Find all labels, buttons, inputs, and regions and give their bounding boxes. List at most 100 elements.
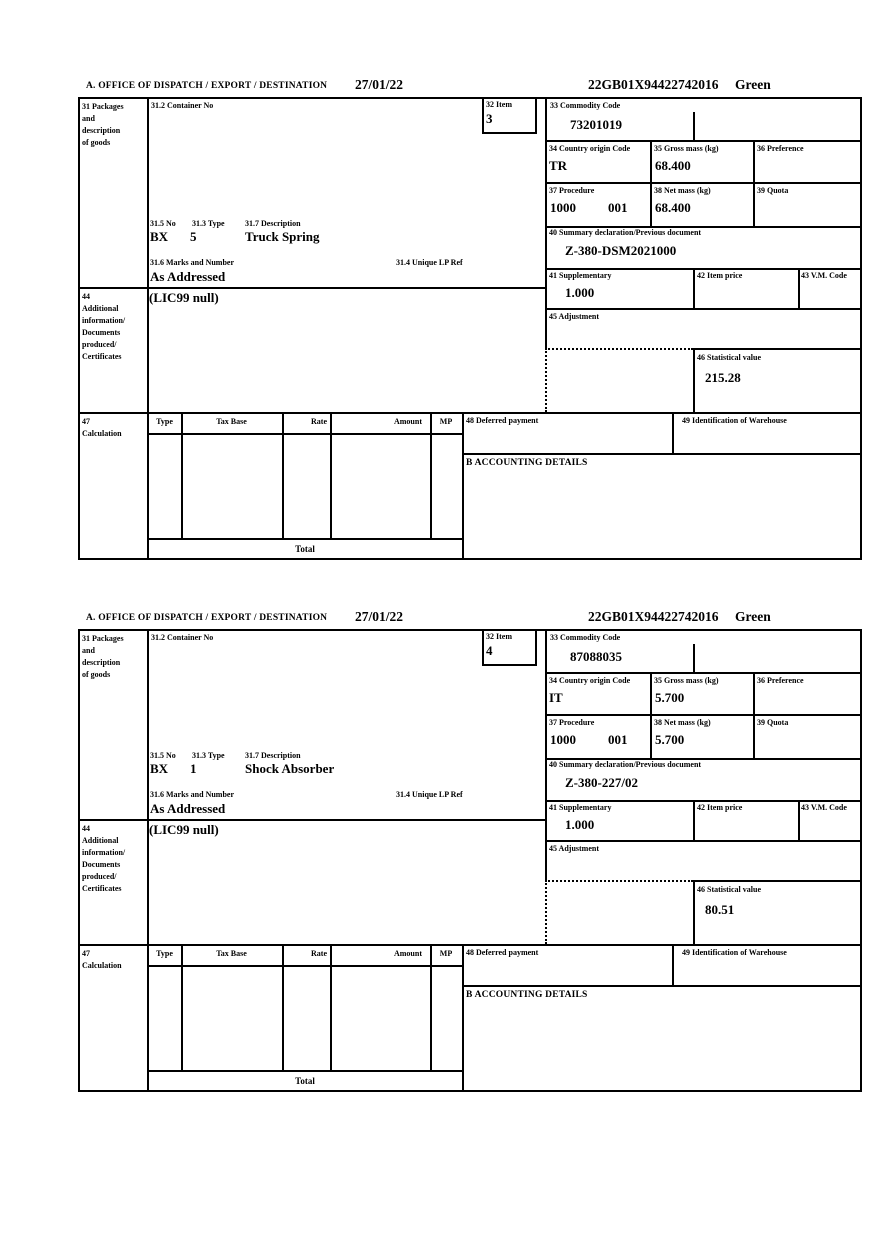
- divider-line: [650, 140, 652, 226]
- warehouse-id-label: 49 Identification of Warehouse: [682, 948, 787, 957]
- label-line: Certificates: [82, 352, 122, 361]
- country-origin-value: IT: [549, 690, 563, 705]
- calc-total-label: Total: [295, 1076, 315, 1086]
- net-mass-value: 68.400: [655, 200, 691, 215]
- label-line: produced/: [82, 340, 117, 349]
- package-no-label: 31.5 No: [150, 751, 176, 760]
- accounting-details-label: B ACCOUNTING DETAILS: [466, 990, 588, 1000]
- divider-line: [545, 182, 862, 184]
- vm-code-label: 43 V.M. Code: [801, 271, 847, 280]
- label-line: information/: [82, 316, 126, 325]
- packages-description-label: 31 Packages and description of goods: [82, 633, 124, 681]
- procedure-value: 1000: [550, 732, 576, 747]
- calc-total-label: Total: [295, 544, 315, 554]
- divider-line: [693, 880, 695, 944]
- gross-mass-label: 35 Gross mass (kg): [654, 144, 719, 153]
- calc-col-tax-base: Tax Base: [216, 417, 247, 426]
- calc-col-amount: Amount: [393, 417, 422, 426]
- divider-line: [282, 944, 284, 1070]
- label-line: produced/: [82, 872, 117, 881]
- divider-line: [798, 268, 800, 308]
- label-line: Documents: [82, 860, 121, 869]
- label-line: 31 Packages: [82, 634, 124, 643]
- additional-information-value: (LIC99 null): [149, 290, 219, 305]
- label-line: information/: [82, 848, 126, 857]
- previous-document-label: 40 Summary declaration/Previous document: [549, 760, 702, 769]
- divider-line: [462, 453, 862, 455]
- package-count-value: BX: [150, 229, 169, 244]
- quota-label: 39 Quota: [757, 718, 789, 727]
- divider-line: [672, 412, 674, 453]
- divider-line: [330, 944, 332, 1070]
- divider-line: [693, 112, 695, 140]
- divider-line: [148, 433, 462, 435]
- divider-line: [78, 944, 862, 946]
- marks-number-value: As Addressed: [150, 269, 226, 284]
- gross-mass-value: 5.700: [655, 690, 685, 705]
- label-line: and: [82, 646, 95, 655]
- previous-document-label: 40 Summary declaration/Previous document: [549, 228, 702, 237]
- statistical-value-label: 46 Statistical value: [697, 353, 761, 362]
- divider-line: [545, 672, 862, 674]
- divider-line: [78, 412, 862, 414]
- divider-line: [693, 348, 862, 350]
- adjustment-label: 45 Adjustment: [549, 844, 600, 853]
- divider-line: [148, 1070, 462, 1072]
- label-line: Calculation: [82, 429, 122, 438]
- routing-status: Green: [735, 609, 771, 624]
- declaration-reference: 22GB01X94422742016: [588, 77, 719, 92]
- divider-line: [430, 412, 432, 538]
- label-line: Additional: [82, 304, 119, 313]
- divider-line: [753, 672, 755, 758]
- gross-mass-label: 35 Gross mass (kg): [654, 676, 719, 685]
- item-label: 32 Item: [486, 632, 512, 641]
- label-line: 44: [82, 292, 90, 301]
- statistical-value: 215.28: [705, 370, 741, 385]
- label-line: Certificates: [82, 884, 122, 893]
- previous-document-value: Z-380-DSM2021000: [565, 243, 677, 258]
- item-price-label: 42 Item price: [697, 803, 743, 812]
- quota-label: 39 Quota: [757, 186, 789, 195]
- package-type-label: 31.3 Type: [192, 219, 225, 228]
- procedure-label: 37 Procedure: [549, 718, 595, 727]
- label-line: and: [82, 114, 95, 123]
- packages-description-label: 31 Packages and description of goods: [82, 101, 124, 149]
- label-line: Calculation: [82, 961, 122, 970]
- deferred-payment-label: 48 Deferred payment: [466, 416, 539, 425]
- unique-lp-ref-label: 31.4 Unique LP Ref: [396, 790, 463, 799]
- description-value: Truck Spring: [245, 229, 320, 244]
- warehouse-id-label: 49 Identification of Warehouse: [682, 416, 787, 425]
- divider-line: [545, 714, 862, 716]
- divider-line: [693, 268, 695, 308]
- calc-col-type: Type: [156, 417, 173, 426]
- item-price-label: 42 Item price: [697, 271, 743, 280]
- procedure-extra-value: 001: [608, 200, 628, 215]
- package-type-value: 5: [190, 229, 197, 244]
- commodity-code-label: 33 Commodity Code: [550, 633, 621, 642]
- divider-line: [545, 140, 862, 142]
- item-number-box: [482, 629, 537, 666]
- divider-line: [148, 965, 462, 967]
- marks-number-value: As Addressed: [150, 801, 226, 816]
- divider-line: [78, 287, 545, 289]
- package-type-value: 1: [190, 761, 197, 776]
- divider-line: [545, 308, 862, 310]
- label-line: description: [82, 126, 121, 135]
- divider-line: [462, 412, 464, 560]
- container-no-label: 31.2 Container No: [151, 101, 214, 110]
- gross-mass-value: 68.400: [655, 158, 691, 173]
- marks-number-label: 31.6 Marks and Number: [150, 258, 235, 267]
- divider-line: [693, 880, 862, 882]
- net-mass-label: 38 Net mass (kg): [654, 718, 711, 727]
- divider-line: [181, 944, 183, 1070]
- divider-line: [693, 348, 695, 412]
- package-type-label: 31.3 Type: [192, 751, 225, 760]
- divider-line: [753, 140, 755, 226]
- divider-line: [545, 840, 862, 842]
- commodity-code-label: 33 Commodity Code: [550, 101, 621, 110]
- divider-line: [430, 944, 432, 1070]
- dotted-divider-line: [545, 880, 547, 944]
- divider-line: [282, 412, 284, 538]
- calc-col-mp: MP: [439, 417, 453, 426]
